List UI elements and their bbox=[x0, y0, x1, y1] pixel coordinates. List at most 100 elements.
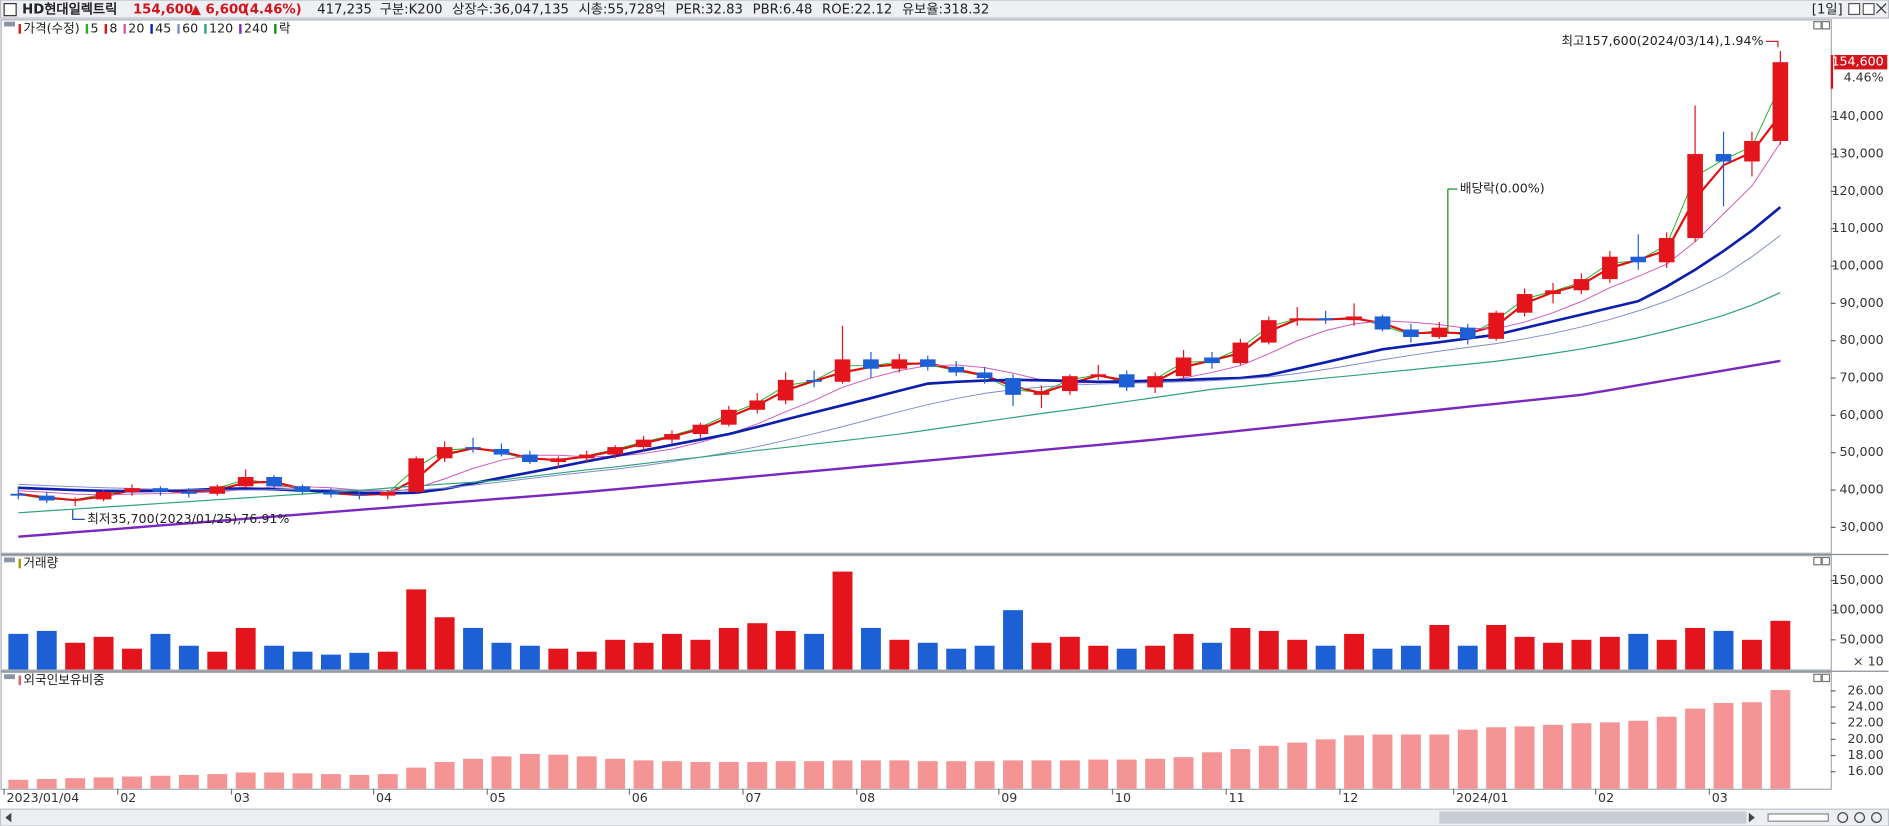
period[interactable]: [1일] bbox=[1812, 2, 1843, 18]
bar bbox=[974, 645, 995, 670]
bar bbox=[463, 627, 483, 670]
bar bbox=[1031, 642, 1052, 670]
candle-body bbox=[1658, 238, 1675, 263]
bar bbox=[747, 623, 768, 670]
bar bbox=[889, 639, 910, 670]
bar bbox=[1571, 723, 1592, 789]
bar bbox=[718, 761, 739, 789]
panel-handle[interactable] bbox=[4, 557, 15, 563]
bar bbox=[1770, 620, 1791, 670]
panel-label: 거래량 bbox=[23, 555, 58, 570]
zoom-in[interactable] bbox=[1837, 812, 1849, 823]
header-item: 시총:55,728억 bbox=[579, 2, 666, 18]
bar bbox=[1116, 648, 1137, 670]
bar bbox=[1514, 726, 1535, 789]
panel-max[interactable] bbox=[1813, 556, 1822, 566]
panel-close[interactable] bbox=[1821, 556, 1831, 566]
panel-close[interactable] bbox=[1821, 673, 1831, 683]
y-tick-label: 50,000 bbox=[1839, 631, 1883, 646]
checkbox[interactable] bbox=[3, 3, 17, 17]
bar bbox=[804, 761, 825, 789]
candle-body bbox=[635, 439, 652, 448]
bar bbox=[406, 589, 427, 670]
bar bbox=[519, 753, 540, 789]
legend-label: 5 bbox=[91, 20, 99, 35]
bar bbox=[1486, 727, 1507, 789]
bar bbox=[917, 642, 938, 670]
bar bbox=[1599, 636, 1620, 670]
scroll-thumb[interactable] bbox=[1439, 811, 1747, 824]
bar bbox=[1173, 757, 1194, 789]
stock-name: HD현대일렉트릭 bbox=[22, 1, 117, 18]
y-tick-label: 150,000 bbox=[1831, 572, 1883, 587]
legend-swatch bbox=[18, 24, 21, 34]
candle-body bbox=[209, 486, 226, 494]
candle-body bbox=[1260, 320, 1277, 343]
candle-body bbox=[749, 400, 766, 410]
y-tick-label: 18.00 bbox=[1848, 747, 1884, 762]
x-tick-label: 03 bbox=[1712, 790, 1728, 805]
bar bbox=[946, 648, 967, 670]
ma-line bbox=[18, 292, 1781, 514]
panel-handle[interactable] bbox=[4, 674, 15, 680]
bar bbox=[1287, 742, 1308, 789]
bar bbox=[1116, 759, 1137, 789]
bar bbox=[1486, 624, 1507, 670]
bar bbox=[491, 756, 512, 789]
candle-body bbox=[1033, 391, 1050, 395]
legend-swatch bbox=[123, 24, 126, 34]
panel-handle[interactable] bbox=[4, 21, 15, 27]
last-change-label: 4.46% bbox=[1844, 69, 1884, 84]
scroll-right[interactable] bbox=[1748, 812, 1755, 823]
header-item: 상장수:36,047,135 bbox=[452, 2, 569, 18]
candle-body bbox=[38, 495, 55, 501]
panel-max[interactable] bbox=[1813, 21, 1822, 30]
zoom-slider[interactable] bbox=[1767, 813, 1829, 822]
candle-body bbox=[266, 476, 282, 487]
close-button[interactable] bbox=[1876, 3, 1887, 14]
restore-button[interactable] bbox=[1862, 3, 1875, 16]
y-tick-label: 110,000 bbox=[1831, 220, 1883, 235]
legend-swatch bbox=[18, 675, 21, 686]
bar bbox=[662, 633, 682, 670]
candle-body bbox=[948, 366, 965, 373]
minimize-button[interactable] bbox=[1848, 3, 1861, 16]
bar bbox=[1315, 739, 1336, 789]
bar bbox=[320, 774, 341, 789]
candle-body bbox=[181, 491, 197, 494]
bar bbox=[718, 627, 739, 670]
y-tick-label: 26.00 bbox=[1848, 682, 1884, 697]
candle-body bbox=[1715, 154, 1732, 162]
candle-body bbox=[1374, 316, 1391, 330]
scroll-left[interactable] bbox=[5, 812, 12, 823]
y-tick-label: 90,000 bbox=[1839, 295, 1883, 310]
low-label: 최저35,700(2023/01/25),76.91% bbox=[87, 511, 289, 526]
candle-body bbox=[664, 434, 680, 440]
candle-body bbox=[379, 491, 396, 496]
bar bbox=[36, 778, 57, 789]
candle-body bbox=[323, 491, 339, 495]
panel-close[interactable] bbox=[1821, 21, 1831, 30]
bar bbox=[349, 652, 370, 670]
x-tick-label: 2023/01/04 bbox=[7, 790, 80, 805]
bar bbox=[1059, 636, 1080, 670]
bar bbox=[1656, 716, 1677, 789]
candle-body bbox=[891, 359, 908, 369]
panel-max[interactable] bbox=[1813, 673, 1822, 683]
candle-body bbox=[1403, 329, 1419, 337]
candle-body bbox=[1744, 140, 1760, 162]
candle-body bbox=[692, 424, 709, 435]
candle-body bbox=[95, 491, 112, 500]
bar bbox=[804, 633, 825, 670]
bar bbox=[1571, 639, 1592, 670]
high-label: 최고157,600(2024/03/14),1.94% bbox=[1561, 33, 1763, 48]
zoom-reset[interactable] bbox=[1871, 812, 1882, 823]
zoom-out[interactable] bbox=[1854, 812, 1866, 823]
x-tick-label: 08 bbox=[859, 790, 875, 805]
last-price-tag bbox=[1834, 54, 1888, 70]
y-tick-label: 50,000 bbox=[1839, 444, 1883, 459]
bar bbox=[917, 761, 938, 789]
bar bbox=[292, 651, 313, 670]
bar bbox=[178, 645, 199, 670]
candle-body bbox=[1545, 290, 1561, 295]
